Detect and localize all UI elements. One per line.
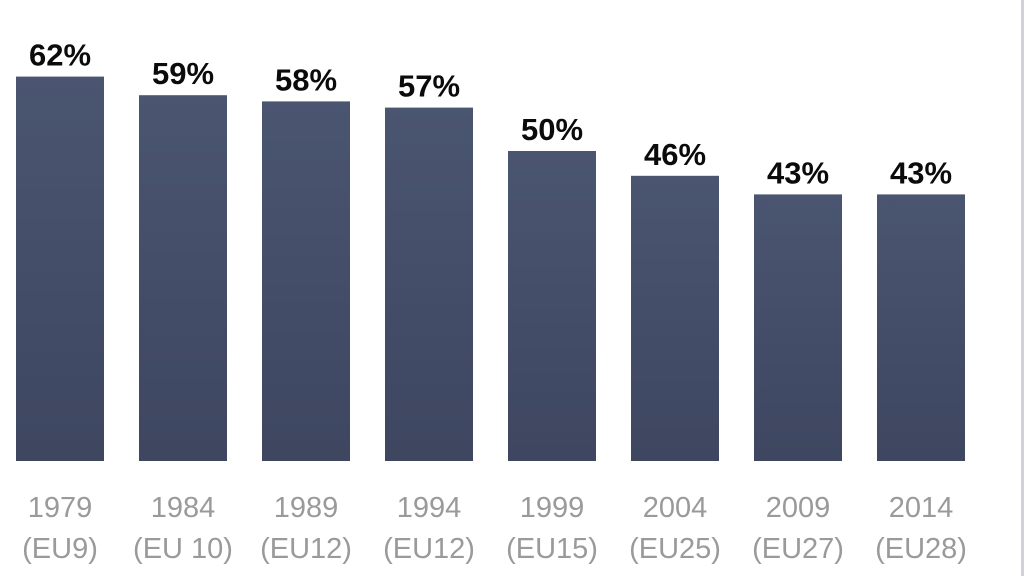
bar-1989 [262, 101, 350, 462]
data-label-1999: 50% [521, 112, 583, 147]
data-label-1984: 59% [152, 56, 214, 91]
x-tick-year-2009: 2009 [766, 492, 831, 524]
x-tick-group-2004: (EU25) [629, 533, 721, 565]
bars-layer [16, 76, 965, 462]
x-tick-year-1984: 1984 [151, 492, 216, 524]
bar-2014 [877, 194, 965, 461]
x-axis-ticks: 1979 (EU9) 1984 (EU 10) 1989 (EU12) 1994 (EU12)… [22, 492, 967, 565]
bar-1994 [385, 107, 473, 461]
x-tick-year-1999: 1999 [520, 492, 585, 524]
data-label-1994: 57% [398, 69, 460, 104]
x-tick-year-2004: 2004 [643, 492, 708, 524]
x-tick-year-2014: 2014 [889, 492, 954, 524]
frame-edge [1021, 0, 1024, 576]
data-label-2004: 46% [644, 137, 706, 172]
data-label-1989: 58% [275, 62, 337, 97]
x-tick-group-1979: (EU9) [22, 533, 98, 565]
x-tick-group-2014: (EU28) [875, 533, 967, 565]
x-tick-group-1999: (EU15) [506, 533, 598, 565]
x-tick-year-1989: 1989 [274, 492, 339, 524]
data-label-2014: 43% [890, 155, 952, 190]
x-tick-year-1979: 1979 [28, 492, 93, 524]
x-tick-group-1984: (EU 10) [133, 533, 233, 565]
data-label-2009: 43% [767, 155, 829, 190]
x-tick-group-1989: (EU12) [260, 533, 352, 565]
bar-1999 [508, 151, 596, 461]
bar-2009 [754, 194, 842, 461]
x-tick-year-1994: 1994 [397, 492, 462, 524]
labels-layer: 62% 59% 58% 57% 50% 46% 43% 43% [29, 38, 952, 191]
bar-1984 [139, 95, 227, 461]
data-label-1979: 62% [29, 38, 91, 73]
x-tick-group-1994: (EU12) [383, 533, 475, 565]
bar-2004 [631, 175, 719, 462]
bar-1979 [16, 76, 104, 461]
x-tick-group-2009: (EU27) [752, 533, 844, 565]
